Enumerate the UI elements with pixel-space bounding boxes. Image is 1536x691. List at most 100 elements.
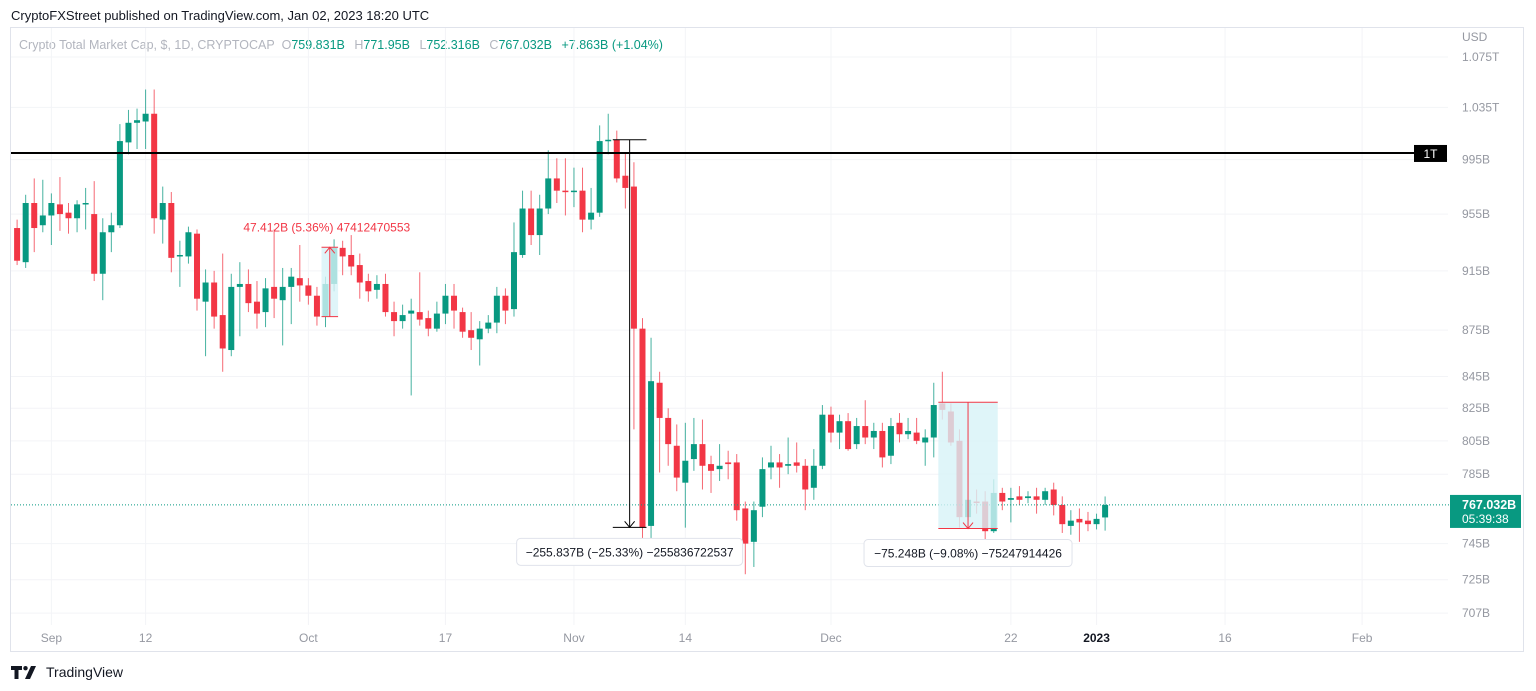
measurement-3: −75.248B (−9.08%) −75247914426 — [863, 401, 1073, 568]
candle-body — [999, 492, 1006, 502]
candle-body — [1059, 504, 1066, 525]
candle-down — [14, 219, 21, 266]
candle-up — [442, 283, 449, 325]
candle-body — [519, 208, 526, 255]
candle-up — [690, 417, 697, 471]
price-tick-label: 805B — [1462, 434, 1490, 448]
candle-body — [14, 228, 21, 261]
candle-up — [785, 437, 792, 475]
measurement-label: 47.412B (5.36%) 47412470553 — [243, 220, 410, 234]
candle-up — [476, 321, 483, 366]
candle-body — [451, 295, 458, 311]
candle-body — [442, 295, 449, 314]
candle-body — [742, 508, 749, 544]
candle-body — [236, 283, 243, 287]
drawings: 47.412B (5.36%) 47412470553 −255.837B (−2… — [11, 139, 1521, 568]
candle-up — [288, 267, 295, 325]
candle-body — [39, 215, 46, 226]
candle-up — [433, 301, 440, 332]
candle-body — [870, 430, 877, 438]
candle-body — [305, 285, 312, 296]
candle-body — [570, 190, 577, 193]
candle-up — [125, 109, 132, 155]
candle-up — [853, 417, 860, 450]
candle-down — [793, 442, 800, 473]
candle-body — [896, 422, 903, 435]
symbol-legend: Crypto Total Market Cap, $, 1D, CRYPTOCA… — [19, 38, 669, 52]
candles — [14, 89, 1109, 575]
time-axis[interactable]: Sep 12 Oct 17 Nov 14 Dec 22 2023 16 Feb — [41, 631, 1373, 645]
candle-down — [356, 253, 363, 299]
price-tick-label: 1.035T — [1462, 100, 1500, 114]
candle-body — [168, 202, 175, 258]
candle-body — [810, 465, 817, 488]
low-label: L — [419, 38, 427, 52]
candle-body — [125, 122, 132, 143]
candle-down — [999, 487, 1006, 511]
candle-body — [845, 421, 852, 450]
candle-down — [553, 158, 560, 203]
candle-up — [510, 222, 517, 317]
candle-down — [1016, 486, 1023, 505]
candle-down — [416, 272, 423, 326]
candle-body — [116, 141, 123, 226]
candle-body — [194, 233, 201, 299]
candle-up — [750, 501, 757, 567]
candle-down — [665, 408, 672, 466]
candle-body — [545, 178, 552, 209]
price-tick-label: 745B — [1462, 537, 1490, 551]
candle-body — [1042, 491, 1049, 500]
price-tick-label: 955B — [1462, 207, 1490, 221]
candle-down — [91, 181, 98, 282]
candle-up — [1102, 496, 1109, 531]
candle-up — [930, 382, 937, 458]
candle-down — [65, 202, 72, 234]
candle-body — [922, 437, 929, 443]
candle-down — [211, 270, 218, 329]
candle-down — [194, 229, 201, 311]
candle-body — [211, 282, 218, 317]
candle-up — [74, 200, 81, 233]
candle-down — [708, 455, 715, 493]
candle-body — [245, 283, 252, 304]
open-label: O — [281, 38, 292, 52]
symbol-title[interactable]: Crypto Total Market Cap, $, 1D, CRYPTOCA… — [19, 38, 275, 52]
price-axis[interactable]: 1.075T 1.035T 995B 955B 915B 875B 845B 825B 805B… — [1462, 50, 1500, 620]
candle-body — [759, 469, 766, 507]
candle-body — [382, 283, 389, 313]
candle-body — [493, 295, 500, 323]
candle-down — [879, 422, 886, 468]
candle-up — [39, 179, 46, 233]
candle-up — [1093, 513, 1100, 530]
candle-down — [742, 501, 749, 575]
candle-up — [176, 240, 183, 287]
candle-body — [708, 464, 715, 471]
candle-body — [502, 295, 509, 311]
candle-up — [819, 405, 826, 470]
candle-body — [716, 465, 723, 470]
candle-up — [870, 422, 877, 450]
time-tick-label: Oct — [299, 631, 318, 645]
candle-body — [151, 113, 158, 219]
candle-body — [802, 465, 809, 490]
candle-body — [313, 295, 320, 317]
candle-down — [425, 310, 432, 337]
candle-body — [91, 214, 98, 274]
candle-body — [1025, 496, 1032, 499]
candle-down — [391, 301, 398, 337]
candle-body — [1076, 518, 1083, 523]
measurement-label-box — [863, 539, 1073, 568]
candle-up — [588, 187, 595, 230]
candle-down — [271, 229, 278, 319]
currency-label[interactable]: USD — [1462, 30, 1488, 44]
candle-up — [682, 422, 689, 528]
candle-body — [159, 202, 166, 220]
candle-body — [785, 464, 792, 466]
candle-down — [845, 413, 852, 451]
candle-down — [1059, 496, 1066, 533]
candle-body — [176, 254, 183, 257]
tradingview-logo[interactable]: TradingView — [11, 664, 123, 680]
candle-body — [56, 204, 63, 215]
high-value: 771.95B — [363, 38, 410, 52]
